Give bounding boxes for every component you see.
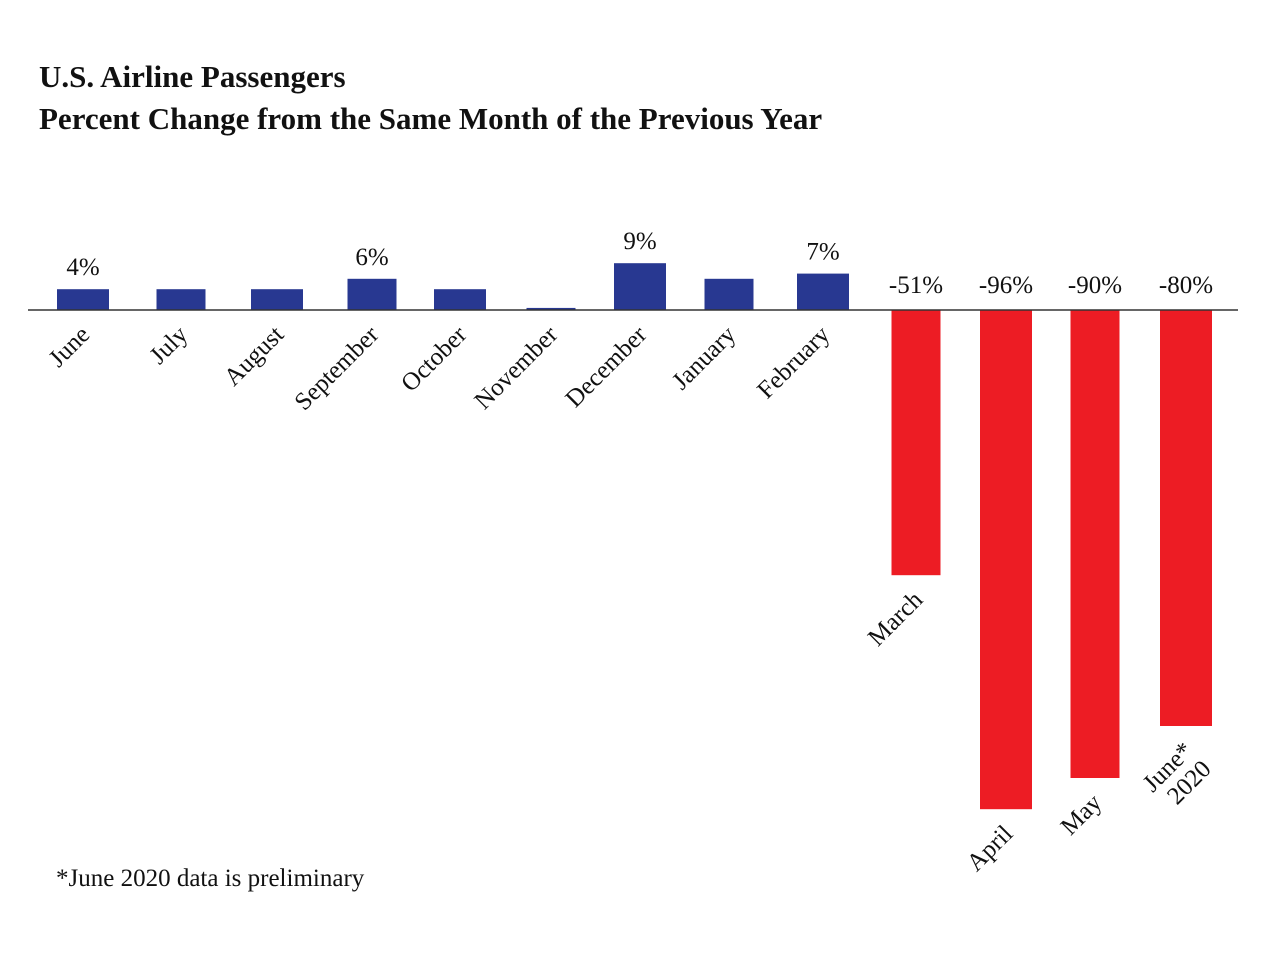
data-label-6: 9% — [623, 228, 656, 255]
category-label-9: March — [863, 586, 929, 652]
category-label-5: November — [470, 321, 564, 415]
data-label-12: -80% — [1159, 272, 1213, 299]
data-label-9: -51% — [889, 272, 943, 299]
data-label-0: 4% — [66, 254, 99, 281]
category-label-10: April — [962, 820, 1018, 876]
category-label-2: August — [219, 321, 289, 391]
chart-subtitle: Percent Change from the Same Month of th… — [39, 101, 823, 136]
category-label-3: September — [290, 321, 385, 416]
category-label-9-line-0: March — [863, 586, 929, 652]
category-label-5-line-0: November — [470, 321, 564, 415]
chart-title-line1: U.S. Airline Passengers — [39, 59, 346, 94]
category-label-3-line-0: September — [290, 321, 385, 416]
category-label-1-line-0: July — [145, 321, 194, 370]
bar-9 — [891, 310, 941, 576]
bar-4 — [434, 289, 486, 310]
bar-12 — [1160, 310, 1212, 726]
category-label-12: June*2020 — [1138, 737, 1217, 810]
bar-1 — [156, 289, 206, 310]
bar-6 — [614, 263, 666, 310]
data-label-11: -90% — [1068, 272, 1122, 299]
category-label-8-line-0: February — [752, 321, 835, 404]
bar-3 — [347, 278, 397, 310]
data-label-8: 7% — [806, 239, 839, 266]
bar-5 — [526, 307, 576, 310]
bar-10 — [980, 310, 1032, 810]
category-label-7: January — [667, 321, 741, 395]
category-label-2-line-0: August — [219, 321, 289, 391]
category-label-11-line-0: May — [1056, 789, 1108, 841]
category-label-11: May — [1056, 789, 1108, 841]
category-label-6-line-0: December — [561, 321, 653, 413]
chart-title: U.S. Airline Passengers Percent Change f… — [39, 56, 822, 140]
bar-7 — [704, 278, 754, 310]
category-label-0: June — [44, 321, 95, 372]
category-label-7-line-0: January — [667, 321, 741, 395]
bar-11 — [1070, 310, 1120, 778]
data-label-10: -96% — [979, 272, 1033, 299]
data-label-3: 6% — [355, 244, 388, 271]
category-label-0-line-0: June — [44, 321, 95, 372]
bar-8 — [797, 273, 849, 310]
footnote: *June 2020 data is preliminary — [56, 865, 365, 892]
category-label-1: July — [145, 321, 194, 370]
bar-2 — [251, 289, 303, 310]
category-label-4-line-0: October — [396, 321, 473, 398]
category-label-4: October — [396, 321, 473, 398]
category-label-8: February — [752, 321, 835, 404]
category-label-6: December — [561, 321, 653, 413]
category-label-10-line-0: April — [962, 820, 1018, 876]
bar-0 — [57, 289, 109, 310]
